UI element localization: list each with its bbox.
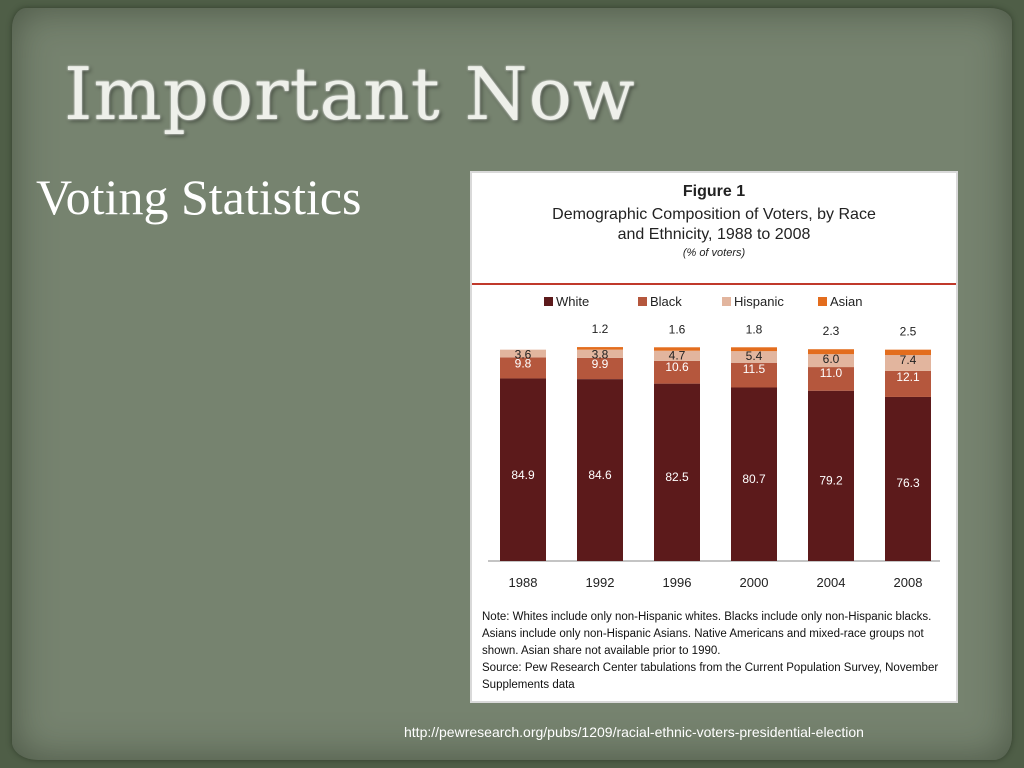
legend-label-black: Black: [650, 294, 682, 309]
legend-swatch-asian: [818, 297, 827, 306]
data-label-asian-1996: 1.6: [669, 322, 686, 336]
bar-white-1992: [577, 379, 623, 561]
legend-swatch-white: [544, 297, 553, 306]
stacked-bar-chart: White Black Hispanic Asian 84.9 9.83.6 1988 84.…: [488, 294, 940, 590]
data-label-black-2000: 11.5: [743, 362, 766, 376]
data-label-white-1988: 84.9: [511, 468, 535, 482]
figure-label: Figure 1: [682, 183, 746, 200]
data-label-white-1992: 84.6: [588, 468, 612, 482]
bar-white-1988: [500, 378, 546, 561]
bar-white-2000: [731, 387, 777, 561]
bar-hispanic-2000: [731, 351, 777, 363]
data-label-hispanic-2008: 7.4: [900, 353, 917, 367]
data-label-hispanic-2004: 6.0: [823, 352, 840, 366]
bar-black-2008: [885, 370, 931, 397]
data-label-white-2004: 79.2: [819, 473, 843, 487]
data-label-white-2000: 80.7: [742, 472, 766, 486]
slide-title: Important Now: [64, 52, 636, 136]
figure-header: Figure 1 Demographic Composition of Vote…: [472, 173, 956, 285]
figure-note: Note: Whites include only non-Hispanic w…: [482, 611, 932, 657]
slide-subtitle: Voting Statistics: [36, 169, 362, 225]
legend-swatch-black: [638, 297, 647, 306]
bar-hispanic-1996: [654, 350, 700, 361]
bar-white-2008: [885, 396, 931, 561]
tick-label-1988: 1988: [509, 575, 538, 590]
data-label-asian-2004: 2.3: [823, 324, 840, 338]
tick-label-2008: 2008: [894, 575, 923, 590]
bar-hispanic-2008: [885, 355, 931, 371]
figure-source: Source: Pew Research Center tabulations …: [482, 662, 939, 691]
bar-hispanic-1992: [577, 349, 623, 358]
bar-asian-2004: [808, 349, 854, 355]
data-label-asian-1992: 1.2: [592, 322, 609, 336]
data-label-black-2008: 12.1: [896, 370, 920, 384]
data-label-white-1996: 82.5: [665, 470, 689, 484]
bar-hispanic-1988: [500, 349, 546, 358]
source-url: http://pewresearch.org/pubs/1209/racial-…: [404, 724, 864, 740]
bar-asian-1996: [654, 347, 700, 351]
data-label-asian-2000: 1.8: [746, 322, 763, 336]
bar-asian-2000: [731, 347, 777, 352]
tick-label-1996: 1996: [663, 575, 692, 590]
legend-label-asian: Asian: [830, 294, 863, 309]
tick-label-2000: 2000: [740, 575, 769, 590]
bar-black-1992: [577, 357, 623, 380]
legend-label-hispanic: Hispanic: [734, 294, 784, 309]
bar-black-2004: [808, 367, 854, 391]
bar-black-1988: [500, 357, 546, 379]
figure-panel: Figure 1 Demographic Composition of Vote…: [470, 171, 958, 703]
data-label-black-1992: 9.9: [592, 357, 609, 371]
figure-units: (% of voters): [682, 247, 746, 259]
data-label-black-2004: 11.0: [820, 366, 843, 380]
bar-black-1996: [654, 360, 700, 384]
figure-title: Demographic Composition of Voters, by Ra…: [552, 206, 876, 243]
data-label-hispanic-1992: 3.8: [592, 348, 609, 362]
legend-label-white: White: [556, 294, 589, 309]
data-label-black-1988: 9.8: [515, 356, 532, 370]
bar-black-2000: [731, 362, 777, 388]
bar-hispanic-2004: [808, 354, 854, 368]
bar-asian-2008: [885, 349, 931, 356]
figure-note-block: Note: Whites include only non-Hispanic w…: [482, 609, 952, 694]
data-label-black-1996: 10.6: [665, 360, 689, 374]
data-label-hispanic-1988: 3.6: [515, 348, 532, 362]
tick-label-2004: 2004: [817, 575, 846, 590]
legend-swatch-hispanic: [722, 297, 731, 306]
bar-white-1996: [654, 383, 700, 561]
tick-label-1992: 1992: [586, 575, 615, 590]
data-label-hispanic-2000: 5.4: [746, 349, 763, 363]
data-label-hispanic-1996: 4.7: [669, 349, 686, 363]
bar-white-2004: [808, 390, 854, 561]
data-label-asian-2008: 2.5: [900, 325, 917, 339]
data-label-white-2008: 76.3: [896, 476, 920, 490]
bar-asian-1992: [577, 347, 623, 350]
